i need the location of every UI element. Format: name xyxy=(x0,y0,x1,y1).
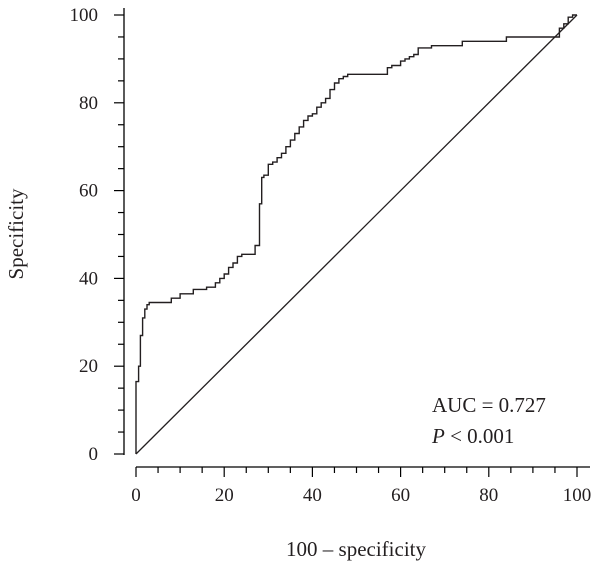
axes xyxy=(123,8,590,468)
y-tick-label: 60 xyxy=(79,181,98,202)
y-tick-label: 20 xyxy=(79,356,98,377)
roc-curve xyxy=(135,14,577,454)
x-tick-label: 100 xyxy=(563,485,592,506)
y-tick-label: 40 xyxy=(79,268,98,289)
tick-labels: 0 20 40 60 80 100 0 20 40 60 80 100 xyxy=(70,5,592,506)
y-tick-label: 100 xyxy=(70,5,99,26)
y-tick-label: 0 xyxy=(89,444,99,465)
auc-annotation: AUC = 0.727 xyxy=(432,393,546,417)
y-axis-title: Specificity xyxy=(4,188,28,279)
x-tick-label: 0 xyxy=(131,485,141,506)
x-axis-title: 100 – specificity xyxy=(286,537,426,561)
p-symbol: P xyxy=(431,424,445,448)
x-tick-label: 80 xyxy=(479,485,498,506)
x-tick-label: 40 xyxy=(303,485,322,506)
ticks xyxy=(114,14,578,477)
x-tick-label: 60 xyxy=(391,485,410,506)
x-tick-label: 20 xyxy=(215,485,234,506)
p-value-text: < 0.001 xyxy=(445,424,515,448)
y-tick-label: 80 xyxy=(79,93,98,114)
reference-diagonal-line xyxy=(135,14,578,455)
p-value-annotation: P < 0.001 xyxy=(431,424,514,448)
series-group xyxy=(135,14,578,455)
